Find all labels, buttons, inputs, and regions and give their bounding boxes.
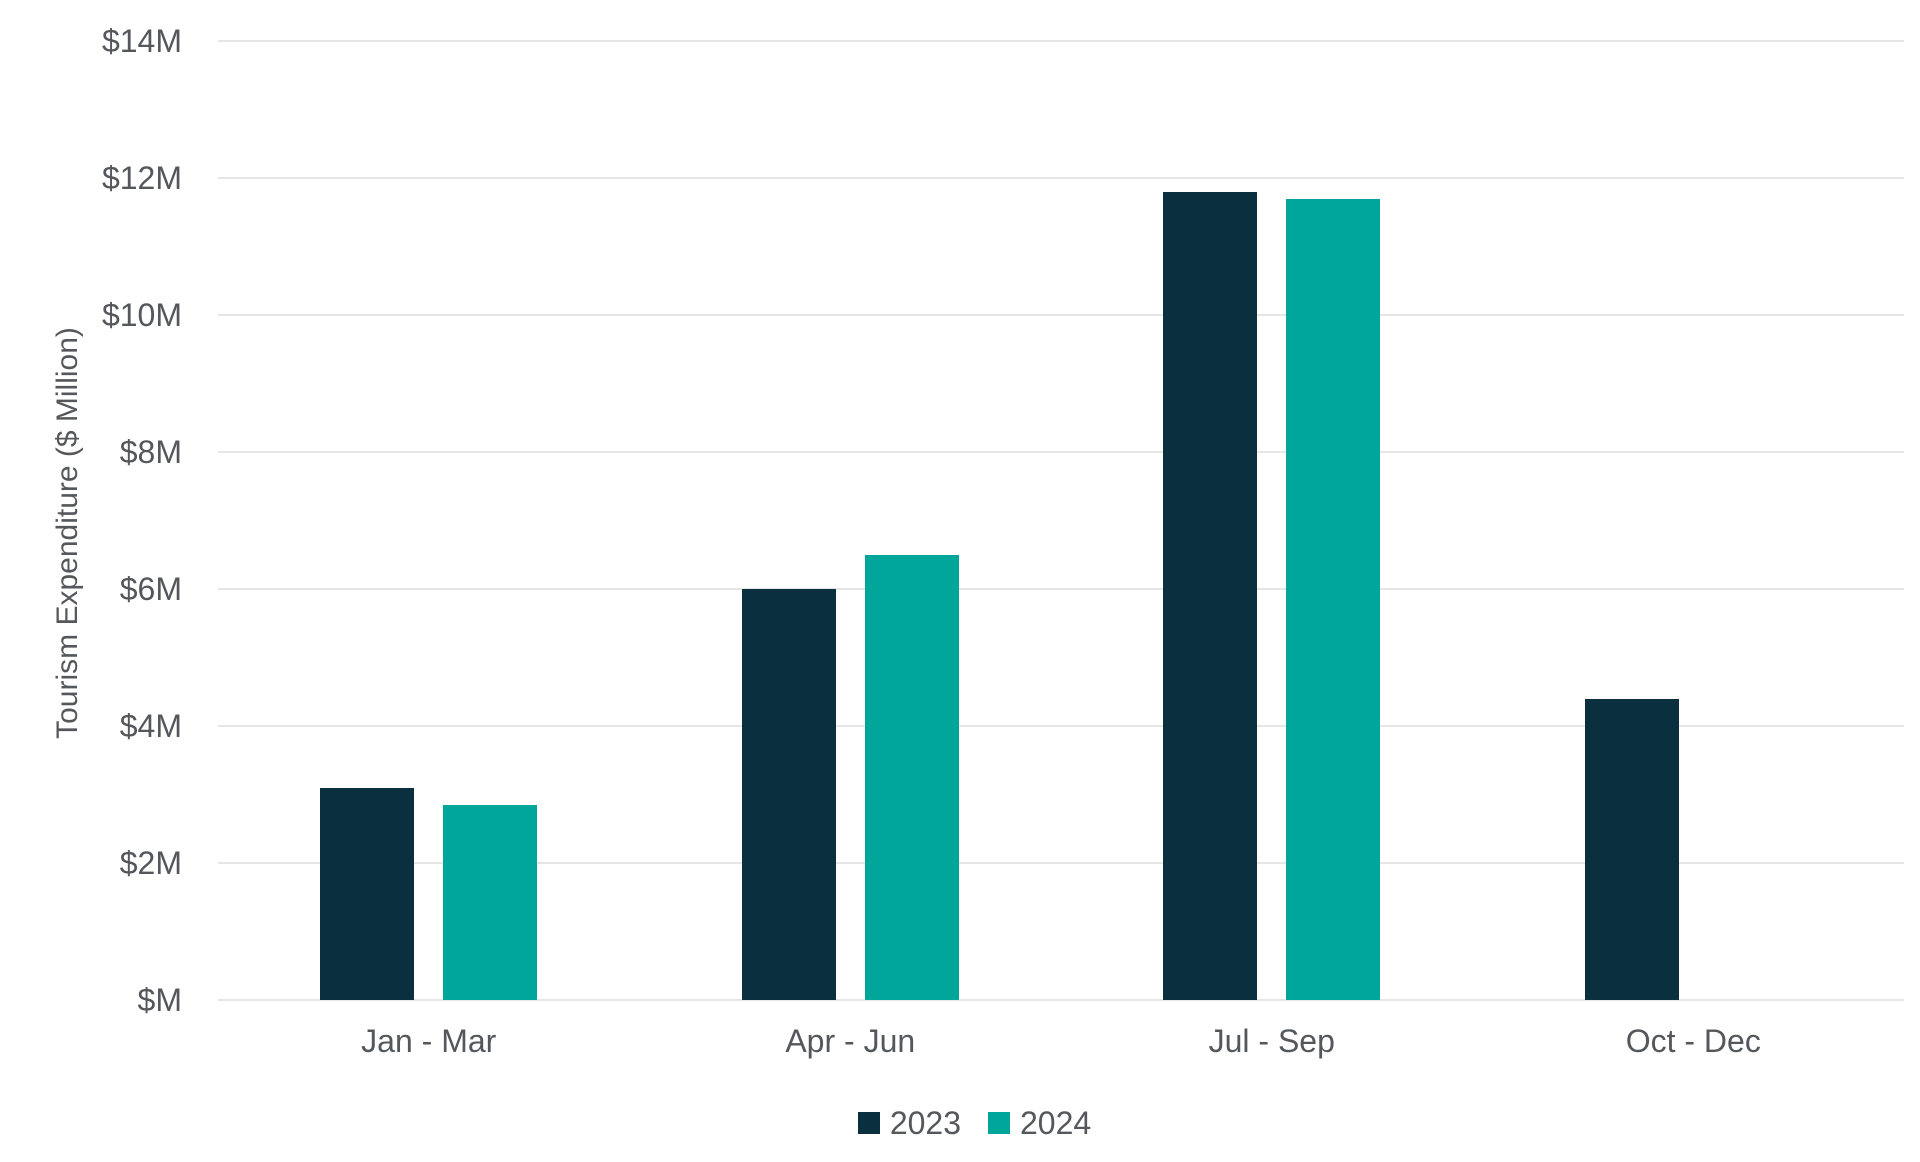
legend-label-2023: 2023 [889, 1105, 961, 1141]
bar-2023-Jan-Mar[interactable] [320, 787, 415, 1000]
y-tick-label: $12M [101, 160, 182, 196]
gridline-12 [218, 177, 1904, 179]
y-tick-label: $2M [119, 845, 182, 881]
x-tick-label: Jan - Mar [361, 1023, 497, 1059]
bar-2024-Jan-Mar[interactable] [443, 804, 538, 1000]
y-tick-label: $4M [119, 708, 182, 744]
y-tick-label: $10M [101, 297, 182, 333]
gridline-6 [218, 588, 1904, 590]
bar-2023-Apr-Jun[interactable] [741, 589, 836, 1000]
bar-2023-Jul-Sep[interactable] [1163, 191, 1258, 1000]
legend-item-2023[interactable]: 2023 [857, 1104, 961, 1142]
bar-2024-Jul-Sep[interactable] [1286, 198, 1381, 1000]
legend-label-2024: 2024 [1020, 1105, 1092, 1141]
legend-swatch-2023 [857, 1112, 880, 1134]
gridline-10 [218, 314, 1904, 316]
legend-item-2024[interactable]: 2024 [988, 1104, 1091, 1142]
x-tick-label: Oct - Dec [1625, 1023, 1761, 1059]
y-tick-label: $14M [101, 23, 182, 59]
y-axis-title: Tourism Expenditure ($ Million) [51, 327, 84, 739]
y-tick-label: $6M [119, 571, 182, 607]
y-tick-label: $8M [119, 434, 182, 470]
legend-swatch-2024 [988, 1112, 1010, 1134]
gridline-4 [218, 725, 1904, 727]
gridline-8 [218, 451, 1904, 453]
x-tick-label: Jul - Sep [1208, 1023, 1335, 1059]
gridline-0 [218, 999, 1904, 1001]
bar-2023-Oct-Dec[interactable] [1584, 698, 1679, 1000]
x-tick-label: Apr - Jun [785, 1023, 916, 1059]
chart-legend: 2023 2024 [0, 1104, 1920, 1142]
gridline-2 [218, 862, 1904, 864]
gridline-14 [218, 40, 1904, 42]
bar-2024-Apr-Jun[interactable] [864, 554, 959, 1000]
y-tick-label: $M [137, 982, 182, 1018]
